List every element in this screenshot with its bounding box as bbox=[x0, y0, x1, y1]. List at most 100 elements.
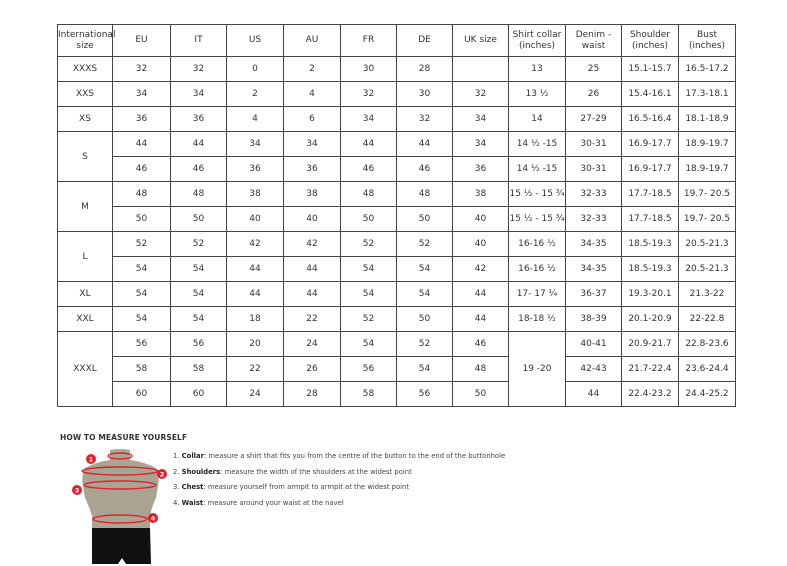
intl-size-cell: XXXL bbox=[57, 331, 113, 407]
table-cell: 20.1-20.9 bbox=[621, 306, 679, 332]
intl-size-cell: S bbox=[57, 131, 113, 182]
table-cell: 50 bbox=[340, 206, 397, 232]
table-cell: 22 bbox=[226, 356, 284, 382]
column-header: US bbox=[226, 24, 284, 57]
table-cell: 54 bbox=[340, 281, 397, 307]
table-cell: 44 bbox=[283, 256, 341, 282]
table-cell: 36 bbox=[226, 156, 284, 182]
table-cell: 15 ½ - 15 ¾ bbox=[508, 181, 566, 207]
table-cell: 21.7-22.4 bbox=[621, 356, 679, 382]
table-cell: 44 bbox=[112, 131, 171, 157]
table-cell: 21.3-22 bbox=[678, 281, 736, 307]
table-cell: 44 bbox=[396, 131, 453, 157]
table-cell: 18.5-19.3 bbox=[621, 256, 679, 282]
table-cell bbox=[452, 56, 509, 82]
table-cell: 36 bbox=[112, 106, 171, 132]
table-cell: 25 bbox=[565, 56, 622, 82]
table-cell: 36 bbox=[170, 106, 227, 132]
measure-heading: HOW TO MEASURE YOURSELF bbox=[60, 433, 188, 442]
table-cell: 54 bbox=[396, 281, 453, 307]
step-number: 1. bbox=[173, 452, 180, 460]
table-cell: 38 bbox=[283, 181, 341, 207]
table-cell: 34 bbox=[283, 131, 341, 157]
table-cell: 52 bbox=[170, 231, 227, 257]
table-cell: 13 bbox=[508, 56, 566, 82]
table-cell: 17.7-18.5 bbox=[621, 181, 679, 207]
table-row: XXXL 56 56 20 24 54 52 46 19 -20 40-41 20.9-21.7 22… bbox=[57, 331, 736, 407]
table-cell: 50 bbox=[396, 206, 453, 232]
step-term: Collar bbox=[181, 452, 204, 460]
table-row: 46 46 36 36 46 46 36 14 ½ -15 30-31 16.9-17.7 18.9… bbox=[58, 156, 736, 182]
column-header: International size bbox=[57, 24, 115, 57]
table-cell: 27-29 bbox=[565, 106, 622, 132]
table-row: L 52 52 42 42 52 52 40 16-16 ½ 34-35 18.5-19.3 20.5… bbox=[57, 231, 736, 282]
table-cell: 34 bbox=[340, 106, 397, 132]
table-cell: 6 bbox=[283, 106, 341, 132]
marker-3-label: 3 bbox=[75, 487, 80, 495]
table-cell: 42 bbox=[452, 256, 509, 282]
table-cell: 26 bbox=[283, 356, 341, 382]
column-header: IT bbox=[170, 24, 227, 57]
table-cell: 18.9-19.7 bbox=[678, 131, 736, 157]
table-cell: 34 bbox=[452, 131, 509, 157]
collar-cell: 19 -20 bbox=[508, 331, 566, 407]
table-cell: 40-41 bbox=[565, 331, 622, 357]
table-cell: 32-33 bbox=[565, 181, 622, 207]
table-cell: 32 bbox=[340, 81, 397, 107]
table-cell: 46 bbox=[170, 156, 227, 182]
table-cell: 54 bbox=[170, 256, 227, 282]
table-cell: 44 bbox=[283, 281, 341, 307]
intl-size-cell: XS bbox=[57, 106, 113, 132]
table-cell: 4 bbox=[283, 81, 341, 107]
table-cell: 34-35 bbox=[565, 231, 622, 257]
table-cell: 40 bbox=[283, 206, 341, 232]
table-cell: 42-43 bbox=[565, 356, 622, 382]
table-cell: 32 bbox=[452, 81, 509, 107]
table-row: XS 36 36 4 6 34 32 34 14 27-29 16.5-16.4 18.1-18.9 bbox=[57, 106, 736, 132]
table-cell: 44 bbox=[452, 281, 509, 307]
column-header: Shirt collar (inches) bbox=[508, 24, 566, 57]
column-header: Shoulder (inches) bbox=[621, 24, 679, 57]
table-cell: 22.8-23.6 bbox=[678, 331, 736, 357]
table-cell: 34 bbox=[170, 81, 227, 107]
step-chest: 3. Chest: measure yourself from armpit t… bbox=[173, 482, 505, 498]
column-header: Denim - waist bbox=[565, 24, 622, 57]
marker-3-icon bbox=[72, 485, 82, 495]
step-shoulders: 2. Shoulders: measure the width of the s… bbox=[173, 467, 505, 483]
table-cell: 38-39 bbox=[565, 306, 622, 332]
column-header: FR bbox=[340, 24, 397, 57]
table-cell: 50 bbox=[112, 206, 171, 232]
table-cell: 52 bbox=[396, 331, 453, 357]
table-cell: 48 bbox=[452, 356, 509, 382]
shorts-shape bbox=[92, 528, 151, 564]
body-measurement-figure: 1 2 3 4 bbox=[72, 449, 167, 564]
header-row: International size EU IT US AU FR DE UK size Shir… bbox=[57, 24, 736, 57]
table-row: XXL 54 54 18 22 52 50 44 18-18 ½ 38-39 20.1-20.9 22… bbox=[57, 306, 736, 332]
table-cell: 48 bbox=[340, 181, 397, 207]
step-term: Chest bbox=[181, 483, 204, 491]
table-cell: 40 bbox=[226, 206, 284, 232]
table-cell: 23.6-24.4 bbox=[678, 356, 736, 382]
table-cell: 16.9-17.7 bbox=[621, 131, 679, 157]
table-cell: 15.4-16.1 bbox=[621, 81, 679, 107]
column-header: UK size bbox=[452, 24, 509, 57]
intl-size-cell: L bbox=[57, 231, 113, 282]
table-cell: 52 bbox=[340, 306, 397, 332]
table-cell: 17.7-18.5 bbox=[621, 206, 679, 232]
table-cell: 15.1-15.7 bbox=[621, 56, 679, 82]
table-cell: 20.9-21.7 bbox=[621, 331, 679, 357]
table-cell: 32-33 bbox=[565, 206, 622, 232]
table-cell: 58 bbox=[170, 356, 227, 382]
column-header: Bust (inches) bbox=[678, 24, 736, 57]
table-cell: 20.5-21.3 bbox=[678, 256, 736, 282]
step-text: : measure around your waist at the navel bbox=[203, 498, 344, 507]
step-waist: 4. Waist: measure around your waist at t… bbox=[173, 498, 505, 514]
intl-size-cell: XXS bbox=[57, 81, 113, 107]
table-cell: 50 bbox=[396, 306, 453, 332]
marker-2-icon bbox=[157, 469, 167, 479]
table-row: XXXS 32 32 0 2 30 28 13 25 15.1-15.7 16.5-17.2 bbox=[57, 56, 736, 82]
table-cell: 52 bbox=[396, 231, 453, 257]
table-cell: 28 bbox=[283, 381, 341, 407]
table-cell: 14 bbox=[508, 106, 566, 132]
marker-1-icon bbox=[86, 454, 96, 464]
